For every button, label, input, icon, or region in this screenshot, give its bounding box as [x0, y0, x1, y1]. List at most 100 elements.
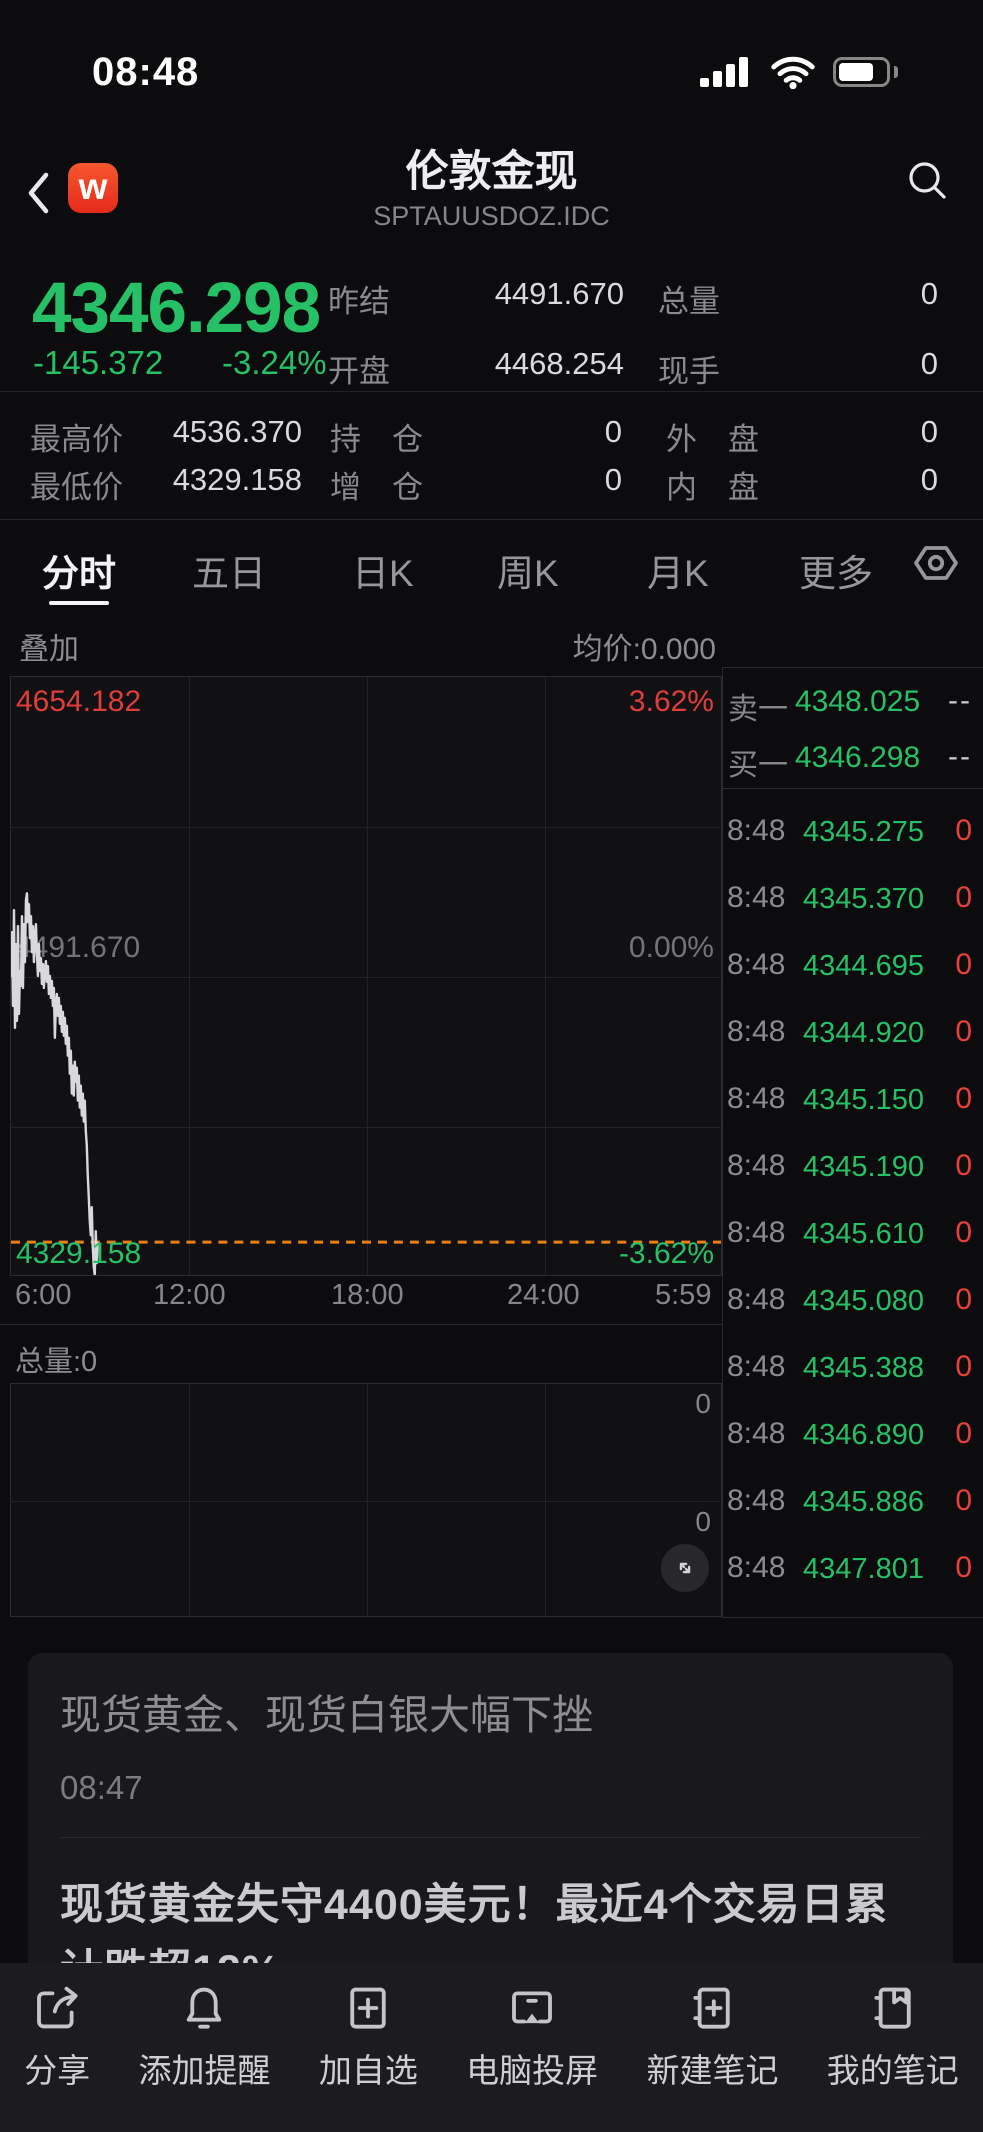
section-divider — [0, 1324, 722, 1325]
last-price: 4346.298 — [32, 269, 321, 348]
ask-price: 4348.025 — [795, 685, 921, 718]
time-tick: 24:00 — [507, 1279, 580, 1311]
price-change-pct: -3.24% — [222, 344, 327, 381]
trade-time: 8:48 — [727, 948, 786, 981]
tab-five-day[interactable]: 五日 — [192, 553, 266, 594]
add-watchlist-button[interactable]: 加自选 — [319, 1981, 418, 2092]
chart-gridline-v — [189, 677, 190, 1275]
time-tick: 5:59 — [655, 1279, 712, 1311]
news-divider — [60, 1837, 921, 1838]
trade-row: 8:48 4345.275 0 — [722, 797, 983, 864]
bid-label: 买一 — [728, 749, 788, 782]
tab-more[interactable]: 更多 — [799, 553, 873, 594]
quote-divider — [0, 391, 983, 392]
oi-change-label: 增 仓 — [330, 470, 423, 505]
high-value: 4536.370 — [172, 414, 302, 449]
trade-volume: 0 — [955, 1015, 972, 1048]
chart-min-pct-label: -3.62% — [618, 1237, 714, 1270]
prev-close-value: 4491.670 — [494, 276, 624, 311]
intraday-chart[interactable]: 4491.670 0.00% 4654.182 3.62% 4329.158 -… — [10, 676, 722, 1276]
trade-time: 8:48 — [727, 1417, 786, 1450]
overlay-button[interactable]: 叠加 — [19, 633, 79, 666]
avg-price-label: 均价:0.000 — [572, 633, 716, 666]
volume-value: 0 — [920, 276, 938, 311]
open-value: 4468.254 — [494, 346, 624, 381]
trade-row: 8:48 4345.610 0 — [722, 1199, 983, 1266]
trade-time: 8:48 — [727, 881, 786, 914]
ask-row: 卖一 4348.025 -- — [722, 684, 983, 726]
trade-row: 8:48 4344.920 0 — [722, 998, 983, 1065]
trade-volume: 0 — [955, 948, 972, 981]
chart-gridline-h — [11, 827, 721, 828]
chart-settings-icon[interactable] — [912, 540, 960, 591]
trade-price: 4345.610 — [803, 1218, 924, 1250]
tab-weekly-k[interactable]: 周K — [497, 553, 559, 594]
volume-scale-top: 0 — [695, 1388, 711, 1419]
new-note-icon — [685, 1981, 739, 2035]
trade-row: 8:48 4346.890 0 — [722, 1400, 983, 1467]
trade-row: 8:48 4344.695 0 — [722, 931, 983, 998]
tab-monthly-k[interactable]: 月K — [647, 553, 709, 594]
chart-gridline-v — [367, 1384, 368, 1616]
chart-gridline-h — [11, 977, 721, 978]
bid-price: 4346.298 — [795, 741, 921, 774]
ask-label: 卖一 — [728, 693, 788, 726]
price-change: -145.372 — [33, 344, 164, 381]
battery-icon — [833, 57, 890, 87]
price-line — [11, 893, 98, 1275]
trade-row: 8:48 4347.801 0 — [722, 1534, 983, 1601]
search-button[interactable] — [905, 158, 951, 209]
bid-volume: -- — [948, 740, 972, 773]
trade-price: 4345.080 — [803, 1285, 924, 1317]
open-label: 开盘 — [328, 354, 390, 389]
back-button[interactable] — [24, 170, 52, 221]
outer-lot-value: 0 — [920, 414, 938, 449]
low-value: 4329.158 — [172, 462, 302, 497]
toolbar-label: 加自选 — [318, 2052, 418, 2089]
tab-minute[interactable]: 分时 — [42, 553, 116, 594]
trade-time: 8:48 — [727, 1551, 786, 1584]
toolbar-label: 新建笔记 — [646, 2052, 779, 2089]
tick-trade-list[interactable]: 8:48 4345.275 0 8:48 4345.370 0 8:48 4344.695… — [722, 797, 983, 1601]
tab-daily-k[interactable]: 日K — [352, 553, 414, 594]
wind-logo: w — [68, 163, 118, 213]
trade-time: 8:48 — [727, 1283, 786, 1316]
trade-price: 4347.801 — [803, 1553, 924, 1585]
share-button[interactable]: 分享 — [24, 1981, 90, 2092]
instrument-code: SPTAUUSDOZ.IDC — [373, 201, 610, 231]
trade-volume: 0 — [955, 1149, 972, 1182]
trade-time: 8:48 — [727, 814, 786, 847]
bid-row: 买一 4346.298 -- — [722, 740, 983, 782]
trade-time: 8:48 — [727, 1484, 786, 1517]
ask-volume: -- — [948, 684, 972, 717]
toolbar-label: 分享 — [24, 2052, 91, 2089]
screen-cast-button[interactable]: 电脑投屏 — [466, 1981, 598, 2092]
wifi-icon — [770, 55, 816, 94]
time-tick: 6:00 — [15, 1279, 72, 1311]
open-interest-value: 0 — [604, 414, 622, 449]
trade-price: 4345.886 — [803, 1486, 924, 1518]
trade-time: 8:48 — [727, 1015, 786, 1048]
toolbar-label: 我的笔记 — [826, 2052, 959, 2089]
bottom-toolbar: 分享 添加提醒 加自选 — [0, 1963, 983, 2132]
trade-price: 4346.890 — [803, 1419, 924, 1451]
volume-chart[interactable]: 0 0 — [10, 1383, 722, 1617]
page-title: 伦敦金现 — [405, 148, 578, 196]
time-tick: 18:00 — [331, 1279, 404, 1311]
trade-price: 4345.388 — [803, 1352, 924, 1384]
add-watchlist-icon — [341, 1981, 395, 2035]
orderbook-border — [722, 667, 983, 668]
expand-chart-button[interactable] — [661, 1544, 709, 1592]
screen-cast-icon — [505, 1981, 559, 2035]
new-note-button[interactable]: 新建笔记 — [646, 1981, 778, 2092]
volume-label: 总量 — [658, 284, 720, 319]
trade-row: 8:48 4345.150 0 — [722, 1065, 983, 1132]
my-notes-button[interactable]: 我的笔记 — [827, 1981, 959, 2092]
add-reminder-button[interactable]: 添加提醒 — [138, 1981, 270, 2092]
trade-volume: 0 — [955, 1484, 972, 1517]
bell-icon — [177, 1981, 231, 2035]
chart-gridline-h — [11, 1501, 721, 1502]
open-interest-label: 持 仓 — [330, 422, 423, 457]
chart-max-pct-label: 3.62% — [628, 685, 714, 718]
